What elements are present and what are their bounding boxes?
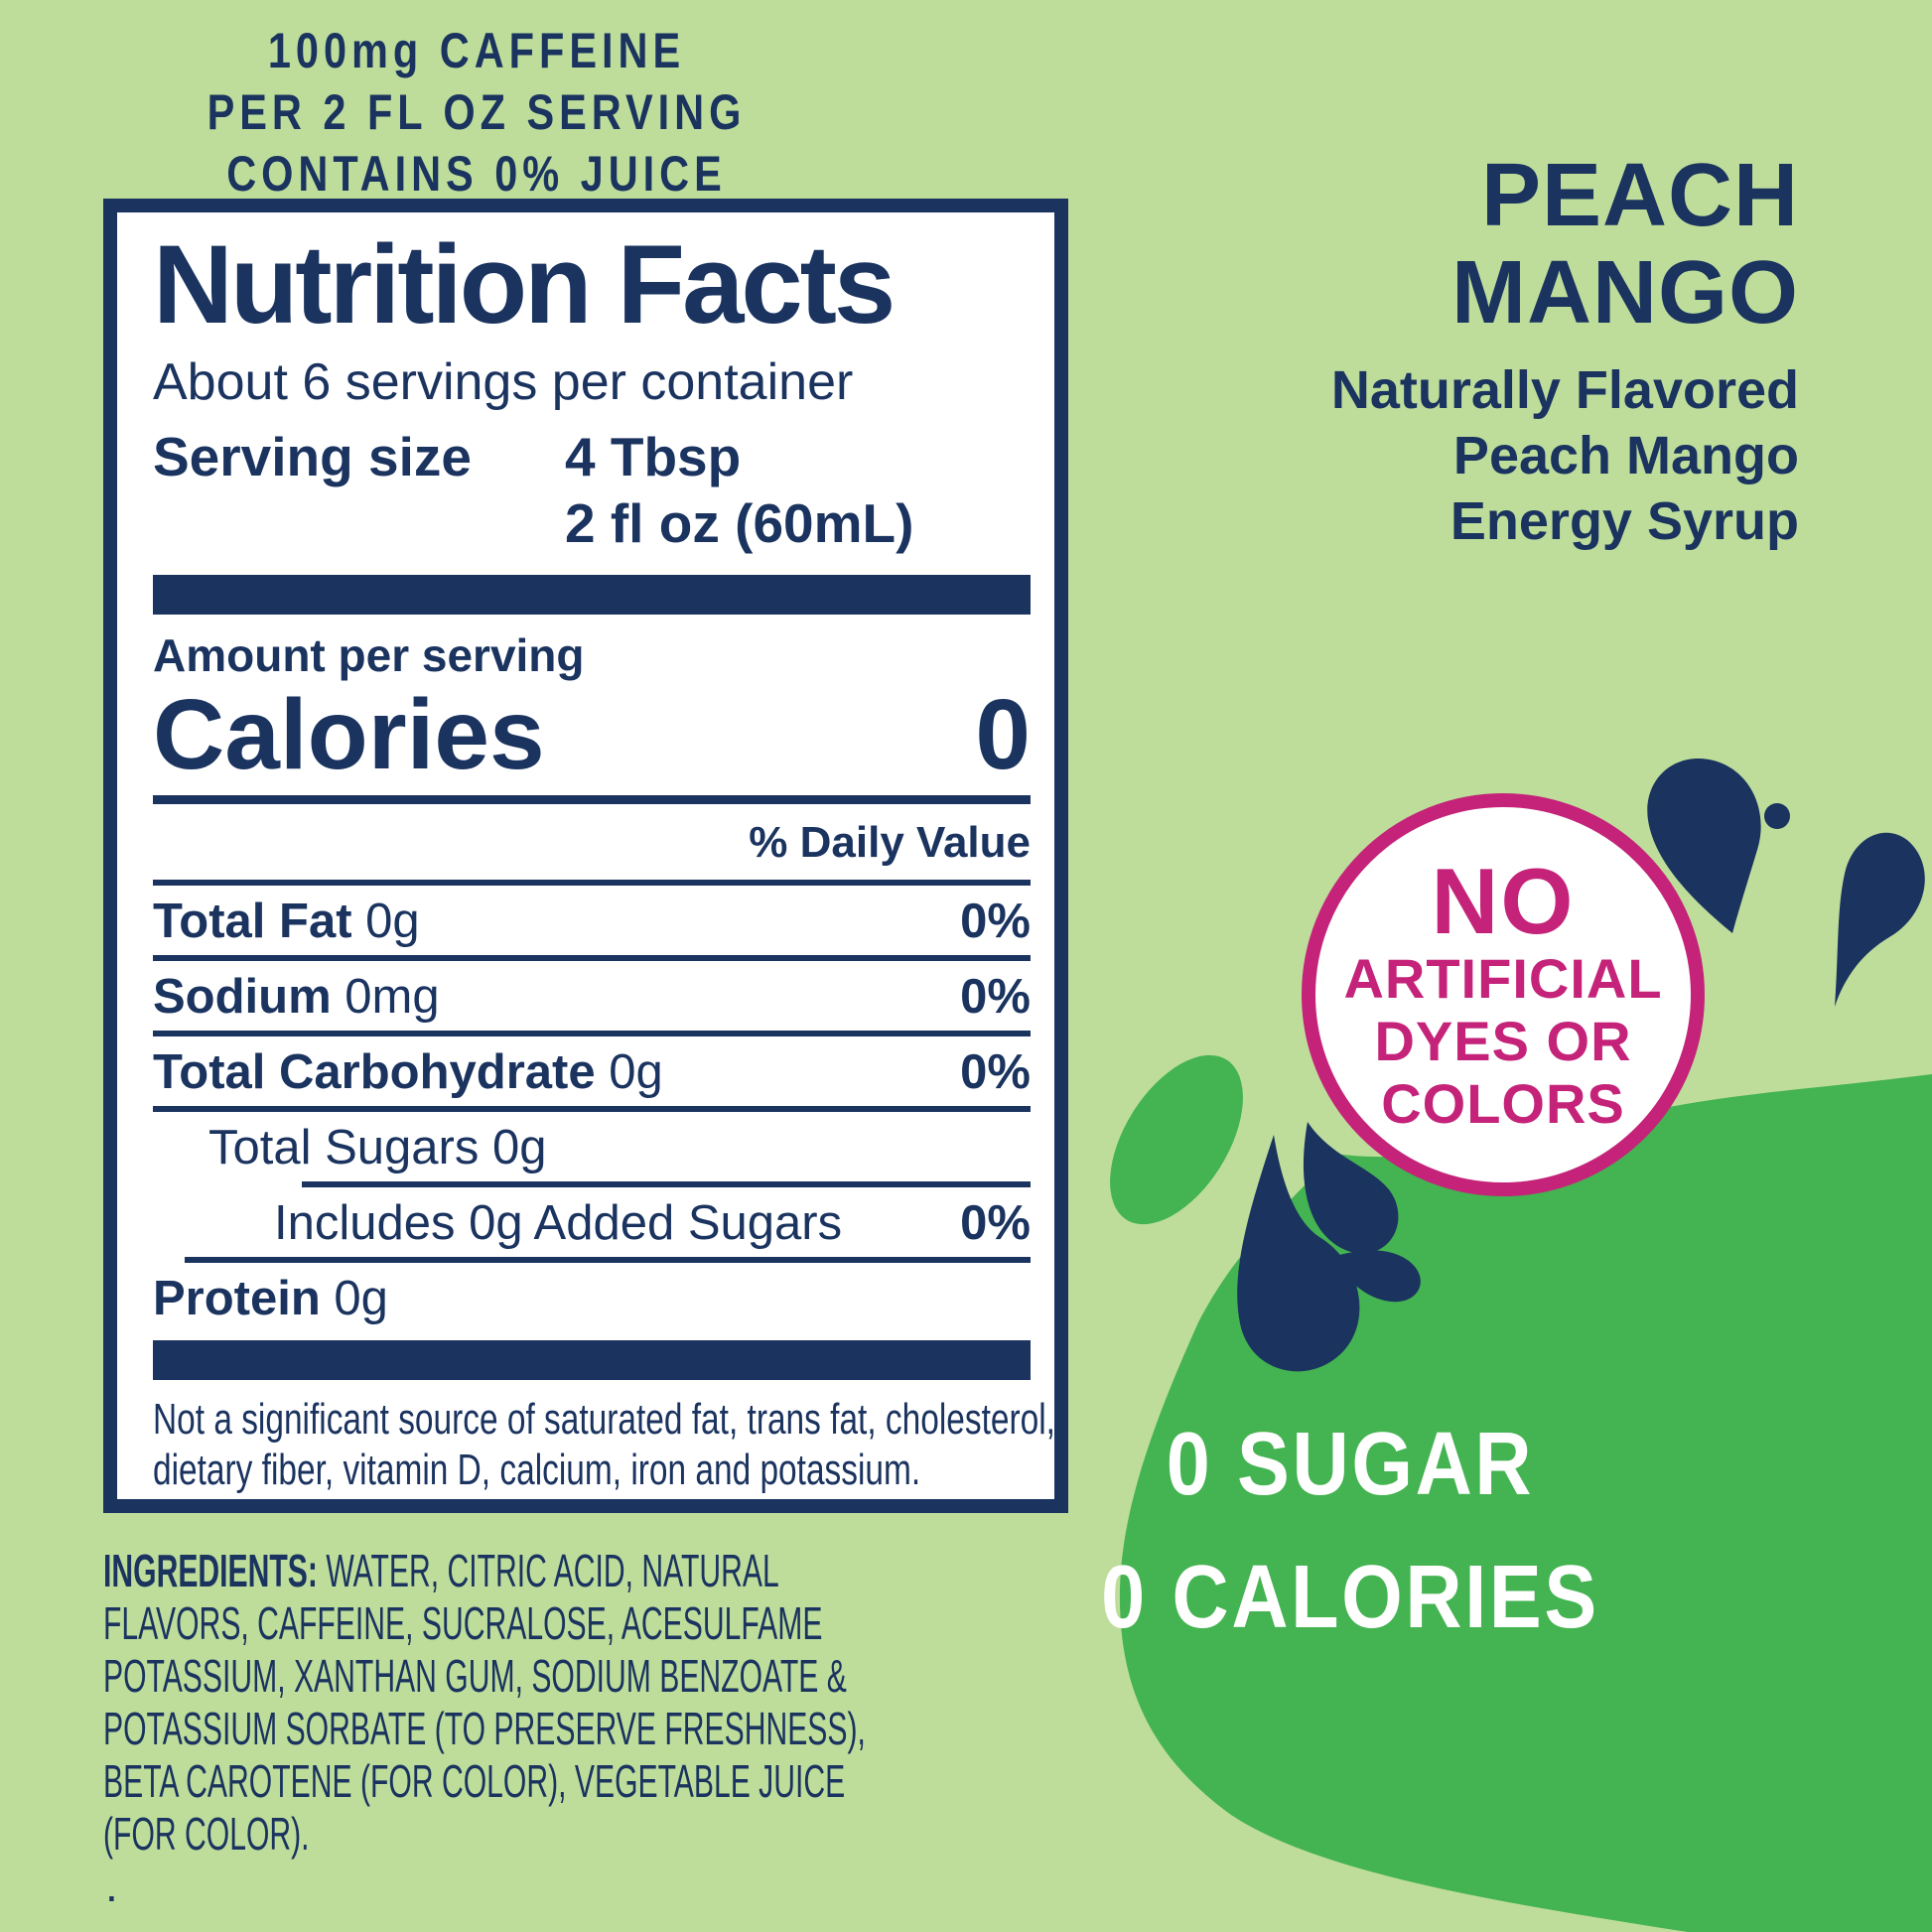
splash-dot-icon — [1764, 803, 1790, 829]
green-finger-shape — [1110, 1054, 1243, 1225]
ingredients-section: INGREDIENTS: WATER, CITRIC ACID, NATURAL… — [103, 1545, 888, 1861]
nutrition-facts-title: Nutrition Facts — [153, 222, 896, 346]
splash-droplet-icon — [1237, 1135, 1360, 1372]
row-divider — [153, 1030, 1031, 1036]
calories-label: Calories — [153, 678, 545, 790]
nutrient-dv: 0% — [960, 1195, 1031, 1250]
nutrient-row-total-fat: Total Fat 0g 0% — [153, 886, 1031, 955]
row-divider — [153, 879, 1031, 886]
caffeine-header-line2: PER 2 FL OZ SERVING — [207, 84, 747, 140]
nutrient-row-total-carbohydrate: Total Carbohydrate 0g 0% — [153, 1036, 1031, 1106]
nutrient-row-total-sugars: Total Sugars 0g — [153, 1112, 1031, 1181]
nutrient-name: Includes 0g Added Sugars — [274, 1195, 843, 1250]
row-divider — [153, 954, 1031, 961]
flavor-descriptor-line2: Peach Mango — [1452, 426, 1799, 485]
nutrient-name: Total Fat 0g — [153, 894, 420, 948]
claim-sugar: 0 SUGAR — [1166, 1415, 1535, 1514]
flavor-descriptor-line3: Energy Syrup — [1449, 491, 1799, 551]
nutrient-dv: 0% — [960, 894, 1031, 948]
nutrient-row-added-sugars: Includes 0g Added Sugars 0% — [153, 1187, 1031, 1257]
row-divider-indented — [302, 1180, 1031, 1187]
nutrient-dv: 0% — [960, 969, 1031, 1024]
badge-line-artificial: ARTIFICIAL — [1343, 946, 1663, 1010]
serving-size-row: Serving size 4 Tbsp 2 fl oz (60mL) — [153, 424, 1031, 557]
caffeine-header-line3: CONTAINS 0% JUICE — [226, 146, 727, 202]
calories-value: 0 — [975, 678, 1031, 790]
badge-line-colors: COLORS — [1381, 1071, 1625, 1135]
flavor-block: PEACH MANGO Naturally Flavored Peach Man… — [1331, 147, 1799, 554]
nutrient-name: Total Sugars 0g — [208, 1120, 547, 1174]
serving-size-line1: 4 Tbsp — [565, 425, 742, 487]
nutrient-name: Total Carbohydrate 0g — [153, 1044, 663, 1099]
claim-calories: 0 CALORIES — [1101, 1548, 1599, 1647]
splash-droplet-icon — [1835, 832, 1925, 1007]
trailing-period: . — [105, 1860, 118, 1911]
badge-line-no: NO — [1431, 848, 1576, 953]
thick-divider — [153, 1339, 1031, 1380]
ingredients-list: WATER, CITRIC ACID, NATURAL FLAVORS, CAF… — [103, 1545, 866, 1860]
claims-text: 0 SUGAR 0 CALORIES — [1079, 1398, 1621, 1664]
flavor-descriptor: Naturally Flavored Peach Mango Energy Sy… — [1331, 357, 1799, 554]
servings-per-container: About 6 servings per container — [153, 352, 854, 411]
nutrient-row-protein: Protein 0g — [153, 1263, 1031, 1332]
no-dyes-badge: NO ARTIFICIAL DYES OR COLORS — [1302, 793, 1705, 1196]
nutrition-footnote: Not a significant source of saturated fa… — [153, 1394, 1055, 1494]
nutrition-facts-panel: Nutrition Facts About 6 servings per con… — [103, 199, 1068, 1513]
nutrient-name: Protein 0g — [153, 1271, 388, 1325]
amount-per-serving-label: Amount per serving — [153, 628, 585, 681]
serving-size-line2: 2 fl oz (60mL) — [565, 491, 914, 554]
nutrient-row-sodium: Sodium 0mg 0% — [153, 961, 1031, 1031]
splash-droplet-icon — [1647, 758, 1761, 933]
ingredients-text: INGREDIENTS: WATER, CITRIC ACID, NATURAL… — [103, 1545, 871, 1861]
row-divider-indented — [185, 1256, 1031, 1263]
caffeine-header-line1: 100mg CAFFEINE — [267, 23, 686, 78]
calories-row: Calories 0 — [153, 684, 1031, 785]
nutrient-name: Sodium 0mg — [153, 969, 440, 1024]
medium-divider — [153, 794, 1031, 804]
flavor-descriptor-line1: Naturally Flavored — [1330, 360, 1799, 420]
flavor-title: PEACH MANGO — [1331, 147, 1799, 342]
flavor-title-line1: PEACH — [1480, 146, 1799, 245]
ingredients-label: INGREDIENTS: — [103, 1545, 318, 1596]
daily-value-header: % Daily Value — [749, 817, 1031, 867]
serving-size-value: 4 Tbsp 2 fl oz (60mL) — [565, 424, 913, 557]
splash-droplet-icon — [1303, 1122, 1399, 1254]
splash-droplet-icon — [1331, 1250, 1421, 1303]
badge-line-dyes-or: DYES OR — [1374, 1009, 1632, 1072]
caffeine-header: 100mg CAFFEINE PER 2 FL OZ SERVING CONTA… — [139, 20, 815, 205]
serving-size-label: Serving size — [153, 425, 472, 487]
flavor-title-line2: MANGO — [1451, 243, 1799, 343]
nutrient-dv: 0% — [960, 1044, 1031, 1099]
thick-divider — [153, 574, 1031, 615]
row-divider — [153, 1105, 1031, 1112]
